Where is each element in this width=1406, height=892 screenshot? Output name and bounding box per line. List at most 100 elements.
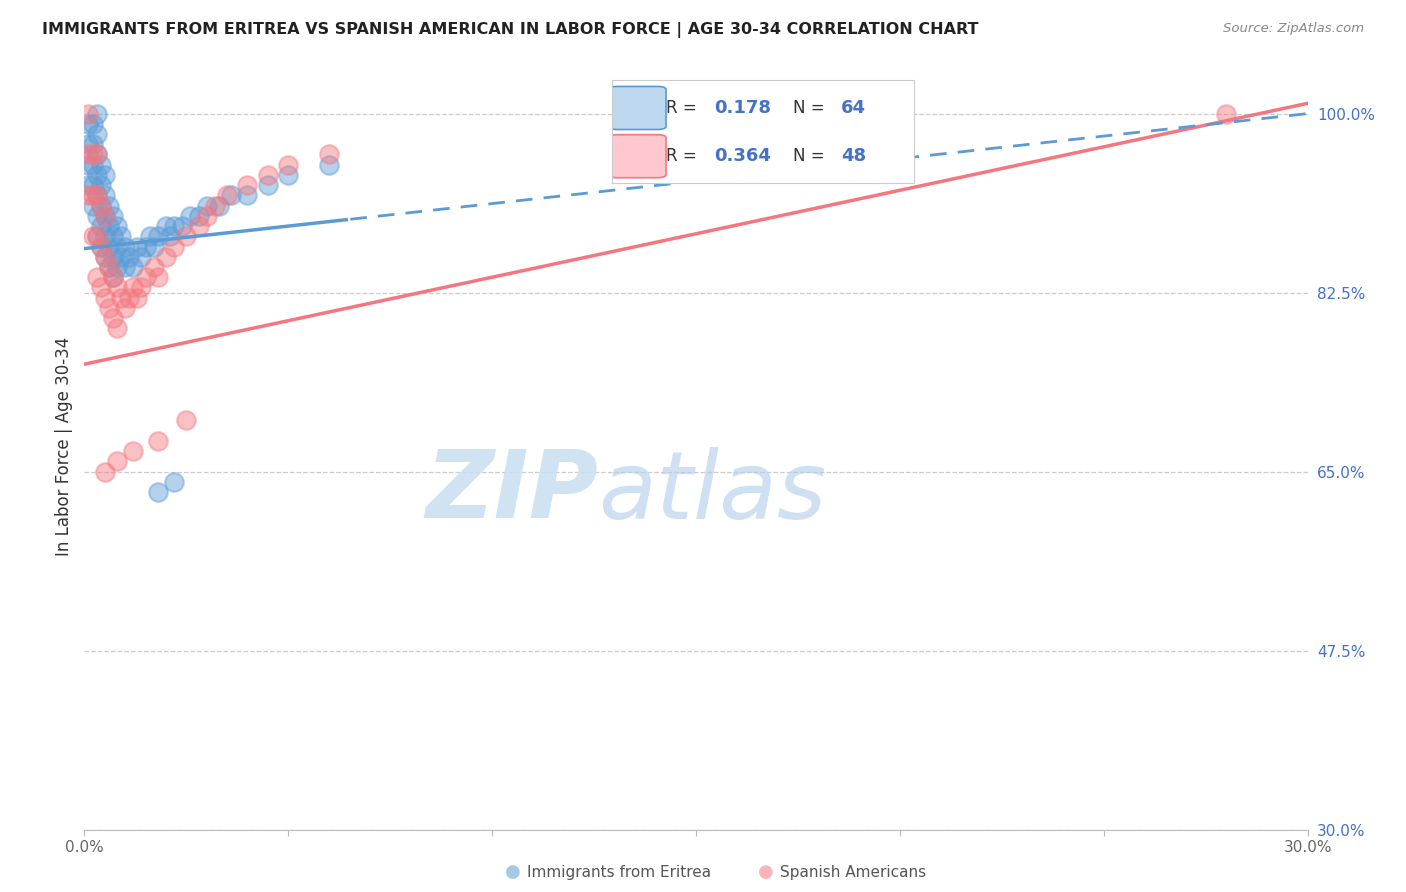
Point xyxy=(155,219,177,233)
Text: atlas: atlas xyxy=(598,447,827,538)
Point xyxy=(93,209,115,223)
Point xyxy=(93,250,115,264)
Point xyxy=(86,147,108,161)
Point xyxy=(90,199,112,213)
Point xyxy=(219,188,242,202)
Point xyxy=(236,178,259,193)
Text: Immigrants from Eritrea: Immigrants from Eritrea xyxy=(527,865,711,880)
Point xyxy=(1215,106,1237,120)
Point xyxy=(146,229,169,244)
Point xyxy=(86,188,108,202)
Point xyxy=(110,229,132,244)
Text: Source: ZipAtlas.com: Source: ZipAtlas.com xyxy=(1223,22,1364,36)
Point xyxy=(174,413,197,427)
Point xyxy=(127,291,149,305)
Point xyxy=(93,188,115,202)
Point xyxy=(86,188,108,202)
Point xyxy=(86,168,108,182)
Text: ●: ● xyxy=(758,863,775,881)
Point xyxy=(101,270,124,285)
Point xyxy=(82,147,104,161)
Text: 64: 64 xyxy=(841,99,866,117)
Point xyxy=(97,219,120,233)
Point xyxy=(93,168,115,182)
Point xyxy=(146,270,169,285)
Point xyxy=(97,199,120,213)
Point xyxy=(172,219,194,233)
Point xyxy=(114,239,136,253)
Point xyxy=(122,260,145,274)
Point xyxy=(114,260,136,274)
Point xyxy=(131,280,153,294)
Point xyxy=(105,260,128,274)
Point xyxy=(114,301,136,315)
Point xyxy=(135,239,157,253)
Point xyxy=(101,229,124,244)
Point xyxy=(131,250,153,264)
Y-axis label: In Labor Force | Age 30-34: In Labor Force | Age 30-34 xyxy=(55,336,73,556)
Point xyxy=(82,158,104,172)
Point xyxy=(105,280,128,294)
Point xyxy=(142,239,165,253)
Text: N =: N = xyxy=(793,99,824,117)
Point xyxy=(195,209,218,223)
Point xyxy=(86,209,108,223)
Point xyxy=(77,158,100,172)
Point xyxy=(77,147,100,161)
Point xyxy=(135,270,157,285)
Point xyxy=(101,209,124,223)
Point xyxy=(105,239,128,253)
Point xyxy=(277,168,299,182)
Point xyxy=(127,239,149,253)
Point xyxy=(77,178,100,193)
Point xyxy=(82,137,104,152)
Point xyxy=(257,178,280,193)
Point xyxy=(77,188,100,202)
Point xyxy=(118,250,141,264)
Text: ●: ● xyxy=(505,863,522,881)
Point xyxy=(187,209,209,223)
Point xyxy=(105,454,128,468)
Text: R =: R = xyxy=(666,147,697,165)
Point xyxy=(163,239,186,253)
Point xyxy=(138,229,160,244)
Point xyxy=(97,260,120,274)
Point xyxy=(208,199,231,213)
Point xyxy=(86,229,108,244)
Point xyxy=(77,117,100,131)
Point xyxy=(318,158,340,172)
Point xyxy=(159,229,181,244)
Point xyxy=(101,270,124,285)
FancyBboxPatch shape xyxy=(609,135,666,178)
Point xyxy=(86,270,108,285)
Point xyxy=(97,239,120,253)
Point xyxy=(146,434,169,448)
Point xyxy=(97,260,120,274)
Point xyxy=(93,465,115,479)
Point xyxy=(110,291,132,305)
Point xyxy=(179,209,201,223)
Text: ZIP: ZIP xyxy=(425,446,598,538)
Point xyxy=(86,106,108,120)
Point xyxy=(163,475,186,489)
Point xyxy=(82,229,104,244)
Point xyxy=(217,188,239,202)
Point xyxy=(86,127,108,141)
Point xyxy=(118,291,141,305)
Point xyxy=(163,219,186,233)
Point xyxy=(105,219,128,233)
Point xyxy=(86,229,108,244)
Point xyxy=(97,301,120,315)
Point xyxy=(93,229,115,244)
Point xyxy=(82,188,104,202)
FancyBboxPatch shape xyxy=(609,87,666,129)
Point xyxy=(90,239,112,253)
Point xyxy=(146,485,169,500)
Point xyxy=(90,199,112,213)
Point xyxy=(90,158,112,172)
Point xyxy=(77,106,100,120)
Point xyxy=(105,321,128,335)
Point xyxy=(82,117,104,131)
Point xyxy=(195,199,218,213)
Point xyxy=(90,178,112,193)
